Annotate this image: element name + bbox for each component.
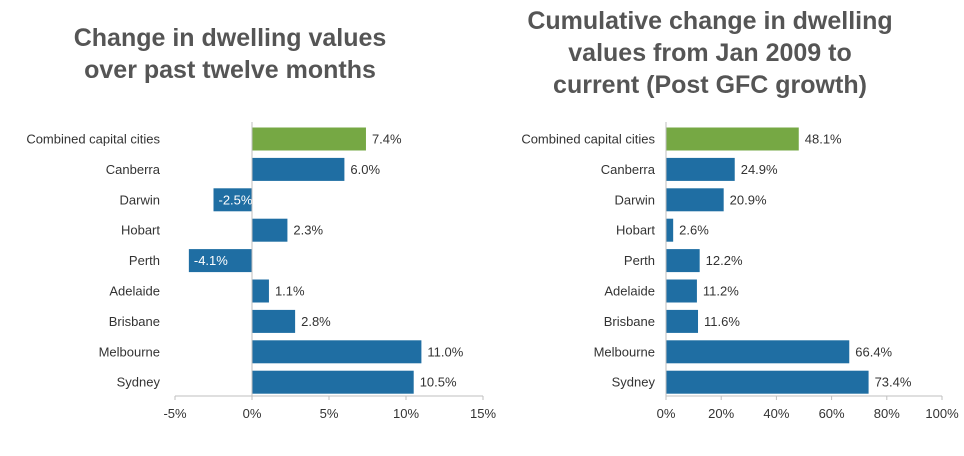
left-bar-0 [252,127,366,151]
left-tick-label-4: 15% [470,406,496,421]
right-data-label-1: 24.9% [741,162,778,177]
left-category-label-1: Canberra [106,162,161,177]
right-tick-label-0: 0% [657,406,676,421]
right-category-label-2: Darwin [615,192,655,207]
chart-title-left: Change in dwelling values over past twel… [73,24,387,84]
left-category-label-5: Adelaide [109,284,160,299]
left-tick-label-2: 5% [320,406,339,421]
right-category-label-1: Canberra [601,162,656,177]
right-data-label-6: 11.6% [704,314,740,329]
right-tick-label-4: 80% [874,406,900,421]
right-category-label-3: Hobart [616,223,655,238]
left-bar-6 [252,309,296,333]
left-data-label-0: 7.4% [372,132,402,147]
left-bar-8 [252,370,414,394]
left-bar-3 [252,218,288,242]
right-data-label-8: 73.4% [875,375,912,390]
right-data-label-0: 48.1% [805,132,842,147]
right-bar-6 [666,309,699,333]
right-bar-7 [666,340,850,364]
left-category-label-7: Melbourne [99,344,160,359]
right-bar-2 [666,188,724,212]
left-tick-label-0: -5% [163,406,187,421]
right-tick-label-1: 20% [708,406,734,421]
right-category-label-7: Melbourne [594,344,655,359]
left-bar-2 [213,188,252,212]
left-data-label-3: 2.3% [293,223,323,238]
left-data-label-7: 11.0% [427,344,463,359]
right-category-label-5: Adelaide [604,284,655,299]
left-data-label-2: -2.5% [219,192,253,207]
left-tick-label-1: 0% [243,406,262,421]
right-tick-label-3: 60% [819,406,845,421]
right-bar-3 [666,218,674,242]
right-data-label-2: 20.9% [730,192,767,207]
left-tick-label-3: 10% [393,406,419,421]
left-data-label-4: -4.1% [194,253,228,268]
right-category-label-8: Sydney [612,375,656,390]
right-data-label-7: 66.4% [855,344,892,359]
left-bar-1 [252,157,345,181]
right-data-label-3: 2.6% [679,223,709,238]
right-data-label-5: 11.2% [703,284,739,299]
left-bar-4 [188,249,252,273]
left-data-label-6: 2.8% [301,314,331,329]
left-category-label-6: Brisbane [109,314,160,329]
right-category-label-0: Combined capital cities [521,132,655,147]
right-category-label-6: Brisbane [604,314,655,329]
right-bar-8 [666,370,869,394]
left-data-label-1: 6.0% [350,162,380,177]
right-bar-0 [666,127,799,151]
right-tick-label-2: 40% [763,406,789,421]
right-data-label-4: 12.2% [706,253,743,268]
left-category-label-4: Perth [129,253,160,268]
right-bar-5 [666,279,697,303]
right-tick-label-5: 100% [925,406,959,421]
left-category-label-2: Darwin [120,192,160,207]
left-bar-7 [252,340,422,364]
chart-title-right: Cumulative change in dwelling values fro… [527,7,893,99]
right-bar-1 [666,157,735,181]
left-category-label-8: Sydney [117,375,161,390]
left-category-label-0: Combined capital cities [26,132,160,147]
left-bar-5 [252,279,269,303]
left-data-label-8: 10.5% [420,375,457,390]
right-bar-4 [666,249,700,273]
right-category-label-4: Perth [624,253,655,268]
left-category-label-3: Hobart [121,223,160,238]
left-data-label-5: 1.1% [275,284,305,299]
